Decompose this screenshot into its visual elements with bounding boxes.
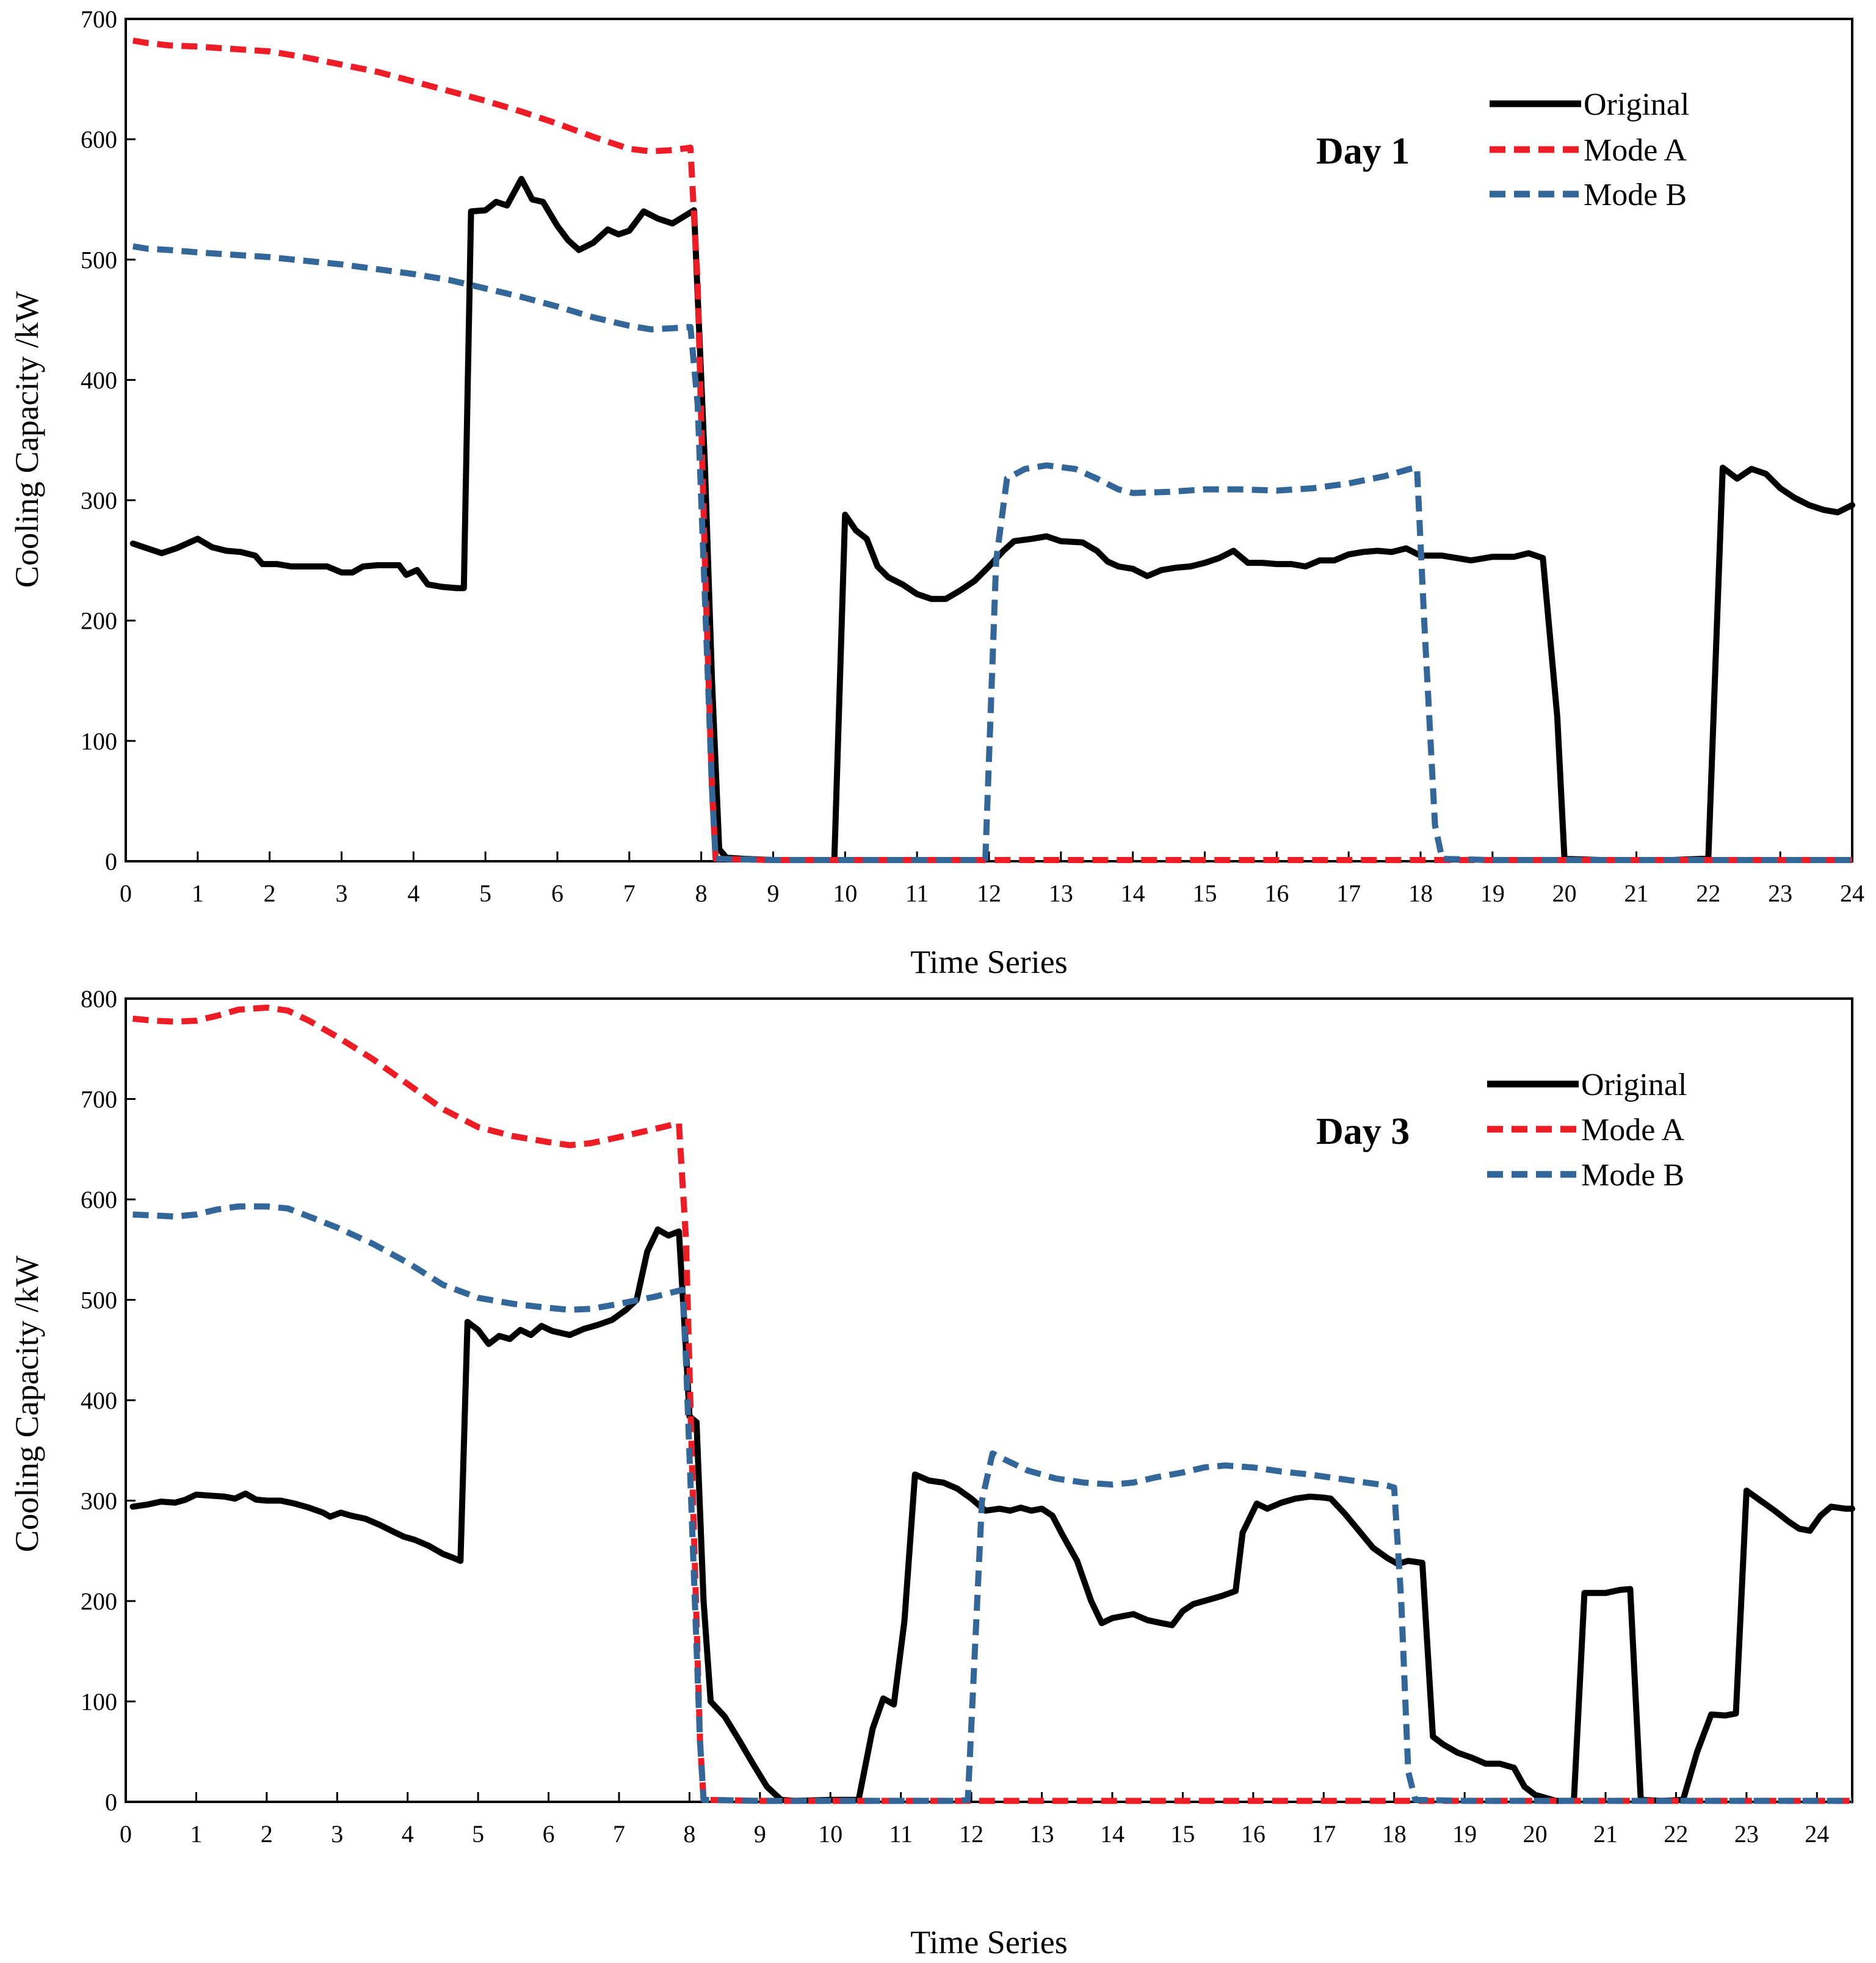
x-tick-label: 15 — [1193, 880, 1217, 907]
x-tick-label: 5 — [479, 880, 491, 907]
x-tick-label: 6 — [543, 1820, 555, 1848]
legend: Original Mode A Mode B — [1487, 1068, 1687, 1193]
y-tick-label: 0 — [105, 848, 117, 875]
series-layer — [129, 1004, 1855, 1804]
y-tick-label: 500 — [81, 246, 117, 273]
x-tick-label: 19 — [1480, 880, 1505, 907]
y-tick-label: 300 — [81, 487, 117, 515]
legend-label-original: Original — [1584, 87, 1689, 122]
x-tick-label: 15 — [1170, 1820, 1195, 1848]
y-tick-label: 200 — [81, 607, 117, 635]
y-tick-label: 100 — [81, 1688, 117, 1716]
x-tick-label: 17 — [1336, 880, 1361, 907]
x-tick-label: 14 — [1100, 1820, 1125, 1848]
legend-label-mode-b: Mode B — [1584, 178, 1687, 212]
x-tick-label: 23 — [1734, 1820, 1759, 1848]
y-tick-label: 800 — [81, 985, 117, 1013]
x-tick-label: 22 — [1664, 1820, 1688, 1848]
x-tick-label: 17 — [1311, 1820, 1336, 1848]
x-tick-label: 6 — [551, 880, 563, 907]
x-tick-label: 7 — [623, 880, 636, 907]
y-tick-label: 400 — [81, 366, 117, 394]
x-tick-label: 9 — [767, 880, 780, 907]
x-tick-label: 23 — [1768, 880, 1792, 907]
x-axis-title: Time Series — [910, 944, 1068, 980]
x-tick-label: 11 — [889, 1820, 913, 1848]
y-tick-label: 700 — [81, 1086, 117, 1113]
x-tick-label: 10 — [818, 1820, 842, 1848]
x-tick-label: 9 — [754, 1820, 766, 1848]
series-line-mode-a — [132, 1004, 1852, 1804]
x-axis-ticks: 0 1 2 3 4 5 6 7 8 9 10 11 12 13 14 15 16 17 18 19 20 21 22 23 24 — [120, 851, 1864, 907]
x-tick-label: 13 — [1049, 880, 1073, 907]
y-tick-label: 0 — [105, 1788, 117, 1816]
x-axis-title: Time Series — [910, 1924, 1068, 1961]
x-tick-label: 20 — [1523, 1820, 1548, 1848]
series-layer — [129, 37, 1855, 863]
x-tick-label: 12 — [977, 880, 1001, 907]
legend-label-mode-a: Mode A — [1581, 1113, 1684, 1148]
y-tick-label: 200 — [81, 1588, 117, 1615]
x-tick-label: 19 — [1452, 1820, 1477, 1848]
x-tick-label: 24 — [1805, 1820, 1829, 1848]
x-tick-label: 2 — [264, 880, 276, 907]
x-tick-label: 14 — [1121, 880, 1145, 907]
series-line-mode-b — [132, 1203, 1852, 1804]
x-tick-label: 24 — [1840, 880, 1864, 907]
x-tick-label: 22 — [1696, 880, 1720, 907]
legend-label-mode-b: Mode B — [1581, 1158, 1684, 1193]
x-tick-label: 1 — [192, 880, 204, 907]
x-tick-label: 18 — [1382, 1820, 1407, 1848]
panel-title: Day 1 — [1316, 131, 1410, 172]
x-tick-label: 10 — [833, 880, 857, 907]
legend: Original Mode A Mode B — [1490, 87, 1689, 212]
x-tick-label: 20 — [1552, 880, 1577, 907]
legend-label-original: Original — [1581, 1068, 1687, 1102]
x-tick-label: 13 — [1030, 1820, 1054, 1848]
y-axis-title: Cooling Capacity /kW — [9, 1256, 45, 1552]
x-tick-label: 4 — [402, 1820, 414, 1848]
series-line-mode-a — [132, 37, 1852, 863]
x-tick-label: 2 — [261, 1820, 273, 1848]
y-tick-label: 100 — [81, 728, 117, 755]
x-tick-label: 11 — [905, 880, 929, 907]
series-line-mode-b — [132, 243, 1852, 863]
y-tick-label: 400 — [81, 1387, 117, 1414]
panel-title: Day 3 — [1316, 1111, 1410, 1152]
x-tick-label: 21 — [1624, 880, 1649, 907]
x-tick-label: 0 — [120, 880, 132, 907]
y-tick-label: 700 — [81, 5, 117, 33]
y-axis-ticks: 0 100 200 300 400 500 600 700 — [81, 5, 136, 875]
x-tick-label: 7 — [613, 1820, 625, 1848]
y-tick-label: 300 — [81, 1488, 117, 1515]
x-tick-label: 0 — [120, 1820, 132, 1848]
x-tick-label: 1 — [190, 1820, 202, 1848]
x-tick-label: 5 — [472, 1820, 484, 1848]
series-line-original — [129, 1226, 1855, 1804]
y-axis-ticks: 0 100 200 300 400 500 600 700 800 — [81, 985, 136, 1816]
x-tick-label: 16 — [1241, 1820, 1266, 1848]
x-tick-label: 3 — [331, 1820, 343, 1848]
y-tick-label: 600 — [81, 1186, 117, 1213]
x-tick-label: 12 — [959, 1820, 983, 1848]
y-tick-label: 500 — [81, 1287, 117, 1314]
x-tick-label: 3 — [336, 880, 348, 907]
x-tick-label: 16 — [1264, 880, 1289, 907]
series-line-original — [129, 176, 1855, 863]
x-tick-label: 8 — [683, 1820, 695, 1848]
x-tick-label: 8 — [695, 880, 708, 907]
x-tick-label: 18 — [1408, 880, 1433, 907]
x-tick-label: 21 — [1593, 1820, 1618, 1848]
y-tick-label: 600 — [81, 126, 117, 153]
y-axis-title: Cooling Capacity /kW — [9, 291, 45, 588]
x-tick-label: 4 — [407, 880, 419, 907]
legend-label-mode-a: Mode A — [1584, 133, 1687, 168]
